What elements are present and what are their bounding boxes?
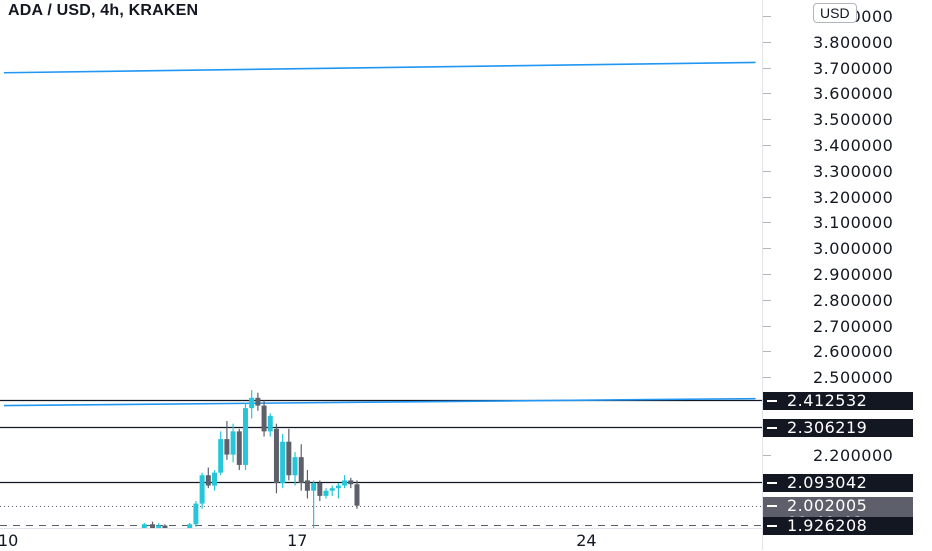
price-tick-label: 2.800000 [813,290,894,310]
price-tick-mark [763,197,771,198]
candle-down [205,475,211,486]
chart-area[interactable]: ADA / USD, 4h, KRAKEN [0,0,762,528]
price-tick-label: 3.600000 [813,84,894,104]
tag-dash [767,427,777,429]
candle-down [236,431,242,465]
price-tick-label: 3.700000 [813,58,894,78]
candle-down [354,484,360,506]
candle-up [199,475,205,504]
price-tick-mark [763,455,771,456]
level-price-value: 2.306219 [787,418,868,437]
candle-up [329,488,335,491]
price-tick-mark [763,119,771,120]
price-tick-label: 3.300000 [813,161,894,181]
candle-up [267,415,273,432]
price-tick-label: 3.500000 [813,110,894,130]
time-tick-label: 10 [0,531,19,550]
candle-up [280,441,286,483]
price-tick-mark [763,171,771,172]
price-tick-label: 3.400000 [813,136,894,155]
price-tick-mark [763,300,771,301]
candle-up [193,503,199,525]
price-tick-mark [763,145,771,146]
candle-up [323,490,329,496]
candle-down [286,441,292,476]
candle-up [218,439,224,473]
price-tick-mark [763,351,771,352]
price-tick-mark [763,93,771,94]
candle-down [224,439,230,455]
price-tick-mark [763,274,771,275]
level-price-tag: 2.093042 [763,474,913,492]
price-tick-label: 2.200000 [813,445,894,465]
price-tick-label: 3.000000 [813,239,894,259]
candle-down [304,480,310,491]
last-price-value: 2.002005 [787,496,868,515]
candle-down [298,457,304,483]
candle-down [261,405,267,432]
candle-up [230,431,236,455]
price-axis[interactable]: 3.9000003.8000003.7000003.6000003.500000… [762,0,932,550]
candle-up [242,408,248,465]
candle-down [348,480,354,485]
price-tick-label: 2.700000 [813,316,894,336]
level-price-value: 1.926208 [787,516,868,535]
level-price-tag: 2.306219 [763,419,913,437]
price-tick-mark [763,68,771,69]
candle-down [162,525,168,528]
candle-up [156,525,162,528]
level-price-value: 2.093042 [787,473,868,492]
chart-title: ADA / USD, 4h, KRAKEN [8,2,199,19]
time-axis[interactable]: 10 17 24 [0,528,762,551]
price-tick-label: 2.600000 [813,342,894,362]
tag-dash [767,400,777,402]
price-tick-mark [763,222,771,223]
candle-up [212,472,217,486]
price-tick-label: 2.500000 [813,368,894,388]
price-tick-mark [763,16,771,17]
level-price-tag: 1.926208 [763,517,913,535]
tag-dash [767,505,777,507]
candle-up [249,397,255,409]
level-price-tag: 2.412532 [763,392,913,410]
candle-up [292,457,298,476]
candle-up [311,482,317,491]
level-price-value: 2.412532 [787,391,868,410]
time-tick-label: 17 [287,531,308,550]
candle-down [273,428,279,483]
candle-down [255,397,261,406]
trendline [3,397,756,407]
tag-dash [767,482,777,484]
price-tick-label: 3.800000 [813,32,894,52]
currency-button[interactable]: USD [813,3,857,23]
candle-up [187,524,193,528]
price-tick-label: 3.100000 [813,213,894,233]
candle-down [150,524,156,528]
price-tick-label: 2.900000 [813,265,894,284]
price-tick-mark [763,326,771,327]
price-chart[interactable] [0,0,762,528]
candle-down [317,482,323,496]
price-tick-label: 3.200000 [813,187,894,207]
price-tick-mark [763,42,771,43]
candle-up [141,524,147,528]
trendline [3,61,756,74]
time-tick-label: 24 [576,531,597,550]
tag-dash [767,525,777,527]
price-tick-mark [763,377,771,378]
price-tick-mark [763,248,771,249]
candle-up [335,485,341,489]
candle-up [342,480,348,486]
